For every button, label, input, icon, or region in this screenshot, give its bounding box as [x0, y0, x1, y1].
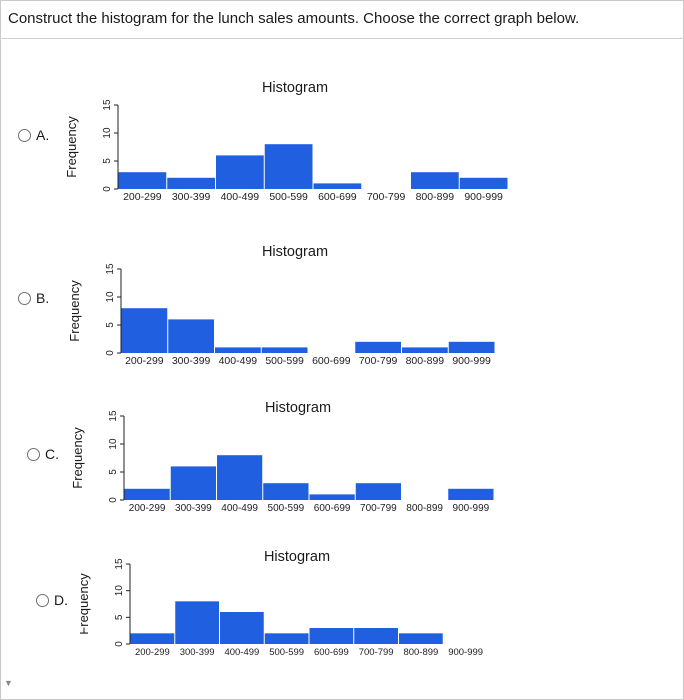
bar — [309, 628, 354, 644]
option-c-radio[interactable] — [27, 448, 40, 461]
x-tick-label: 900-999 — [464, 191, 503, 203]
x-tick-label: 600-699 — [318, 191, 357, 203]
x-tick-label: 400-499 — [221, 191, 260, 203]
x-tick-label: 800-899 — [403, 647, 438, 658]
x-tick-label: 300-399 — [175, 503, 212, 514]
bar — [313, 183, 362, 189]
bar — [167, 177, 215, 189]
bar — [220, 612, 264, 644]
bar — [264, 144, 313, 189]
chart-a: Histogram Frequency 0 5 10 15 200-299 300-399 40… — [64, 80, 508, 203]
y-tick-label: 15 — [114, 558, 125, 570]
bar — [354, 628, 398, 644]
y-tick-label: 5 — [102, 158, 113, 164]
x-tick-label: 200-299 — [135, 647, 170, 658]
bar — [124, 488, 170, 500]
x-tick-label: 900-999 — [452, 355, 491, 367]
y-tick-label: 15 — [108, 410, 119, 422]
option-c-label[interactable]: C. — [45, 446, 59, 462]
bar — [309, 494, 355, 500]
x-tick-label: 700-799 — [360, 503, 397, 514]
chart-title: Histogram — [265, 400, 331, 416]
bar — [459, 177, 508, 189]
chart-d: Histogram Frequency 0 5 10 15 200-299 300-399 40… — [80, 549, 483, 658]
x-tick-label: 800-899 — [406, 503, 443, 514]
bar — [355, 483, 401, 500]
bar — [448, 341, 495, 353]
y-tick-label: 10 — [105, 291, 116, 303]
chart-b: Histogram Frequency 0 5 10 15 200-299 300-399 40… — [67, 244, 495, 367]
bar — [399, 633, 443, 644]
x-tick-label: 500-599 — [269, 647, 304, 658]
bar — [215, 347, 261, 353]
x-tick-label: 600-699 — [312, 355, 351, 367]
bar — [217, 455, 263, 500]
option-d-radio[interactable] — [36, 594, 49, 607]
option-a-label[interactable]: A. — [36, 127, 50, 143]
chart-c: Histogram Frequency 0 5 10 15 200-299 300-399 40… — [72, 400, 494, 514]
bar — [263, 483, 309, 500]
x-tick-label: 400-499 — [219, 355, 258, 367]
option-b-label[interactable]: B. — [36, 290, 50, 306]
x-tick-label: 500-599 — [265, 355, 304, 367]
x-tick-label: 700-799 — [359, 647, 394, 658]
x-tick-label: 900-999 — [448, 647, 483, 658]
bar — [355, 341, 401, 353]
x-tick-label: 200-299 — [125, 355, 164, 367]
y-tick-label: 0 — [105, 350, 116, 356]
bar — [411, 172, 459, 189]
x-tick-label: 200-299 — [129, 503, 166, 514]
bar — [402, 347, 448, 353]
y-tick-label: 5 — [105, 322, 116, 328]
chart-title: Histogram — [264, 549, 330, 565]
y-tick-label: 0 — [114, 641, 125, 647]
y-tick-label: 10 — [102, 127, 113, 139]
bar — [264, 633, 309, 644]
bar — [130, 633, 175, 644]
y-axis-label: Frequency — [80, 573, 91, 635]
bar — [118, 172, 167, 189]
y-axis-label: Frequency — [64, 116, 79, 178]
y-tick-label: 0 — [102, 186, 113, 192]
bar — [216, 155, 264, 189]
chart-title: Histogram — [262, 80, 328, 96]
x-tick-label: 400-499 — [221, 503, 258, 514]
y-axis-label: Frequency — [72, 427, 85, 489]
x-tick-label: 300-399 — [172, 191, 211, 203]
option-d-label[interactable]: D. — [54, 592, 68, 608]
x-tick-label: 500-599 — [268, 503, 305, 514]
chart-title: Histogram — [262, 244, 328, 260]
x-tick-label: 700-799 — [367, 191, 406, 203]
bar — [448, 488, 494, 500]
option-b-radio[interactable] — [18, 292, 31, 305]
bar — [175, 601, 219, 644]
x-tick-label: 300-399 — [172, 355, 211, 367]
x-tick-label: 800-899 — [416, 191, 455, 203]
x-tick-label: 600-699 — [314, 503, 351, 514]
divider — [0, 38, 684, 39]
x-tick-label: 900-999 — [453, 503, 490, 514]
y-tick-label: 10 — [108, 438, 119, 450]
option-a-radio[interactable] — [18, 129, 31, 142]
y-tick-label: 15 — [105, 263, 116, 275]
corner-arrow-icon: ▼ — [4, 678, 13, 688]
x-tick-label: 400-499 — [224, 647, 259, 658]
y-tick-label: 10 — [114, 585, 125, 597]
x-tick-label: 800-899 — [406, 355, 445, 367]
bar — [261, 347, 308, 353]
y-axis-label: Frequency — [67, 280, 82, 342]
y-tick-label: 0 — [108, 497, 119, 503]
x-tick-label: 200-299 — [123, 191, 162, 203]
x-tick-label: 500-599 — [269, 191, 308, 203]
question-text: Construct the histogram for the lunch sa… — [8, 10, 580, 27]
y-tick-label: 15 — [102, 99, 113, 111]
bar — [168, 319, 214, 353]
y-tick-label: 5 — [108, 469, 119, 475]
y-tick-label: 5 — [114, 614, 125, 620]
bar — [170, 466, 216, 500]
bar — [121, 308, 168, 353]
x-tick-label: 600-699 — [314, 647, 349, 658]
x-tick-label: 700-799 — [359, 355, 398, 367]
x-tick-label: 300-399 — [180, 647, 215, 658]
